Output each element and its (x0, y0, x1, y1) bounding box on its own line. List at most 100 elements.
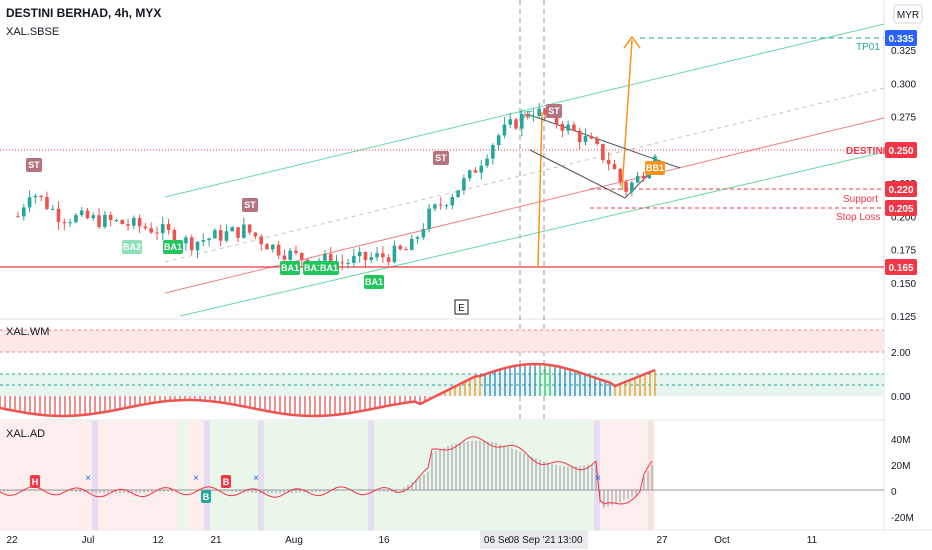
candle-body (357, 252, 362, 257)
candle-body (213, 230, 217, 239)
ba1-signal[interactable]: BA1 (164, 242, 182, 252)
wm-tick: 2.00 (891, 348, 911, 359)
ba1-signal[interactable]: BA1 (320, 263, 338, 273)
ad-tick: 20M (891, 461, 910, 472)
time-tick: 12 (152, 535, 164, 546)
candle-body (386, 257, 391, 263)
st-signal[interactable]: ST (548, 106, 560, 116)
b-signal[interactable]: B (223, 477, 230, 487)
projection-line-1 (537, 111, 543, 268)
candle-body (491, 145, 495, 159)
candle-body (172, 229, 177, 244)
st-signal-bg[interactable] (546, 104, 562, 118)
wm-line (0, 362, 656, 418)
candle-body (583, 136, 588, 142)
ba1-signal[interactable]: BA1 (304, 263, 322, 273)
candle-body (635, 175, 640, 183)
candle-body (21, 207, 26, 217)
candle-body (282, 255, 287, 260)
candle-body (462, 178, 466, 191)
h-signal-bg[interactable] (30, 475, 40, 488)
st-signal[interactable]: ST (435, 153, 447, 163)
ad-zone-purple-3 (258, 421, 264, 530)
ad-axis[interactable]: 40M 20M 0 -20M (891, 435, 914, 524)
ad-zone-purple-1 (92, 421, 98, 530)
currency-button[interactable] (893, 4, 923, 24)
st-signal[interactable]: ST (28, 160, 40, 170)
candle-body (606, 160, 611, 165)
candle-body (323, 254, 327, 261)
candle-body (16, 216, 20, 218)
price-tag: 0.335 (888, 34, 913, 45)
bb1-signal[interactable]: BB1 (646, 163, 664, 173)
b-signal-bg[interactable] (221, 475, 231, 488)
ba1-signal[interactable]: BA1 (365, 277, 383, 287)
candle-body (589, 136, 594, 139)
candle-body (433, 204, 437, 209)
candle-body (363, 252, 368, 260)
ad-zone-green-2 (210, 421, 260, 530)
candle-body (496, 135, 501, 146)
time-tick: Oct (714, 535, 730, 546)
st-signal-bg[interactable] (242, 198, 258, 212)
ba1-signal-bg[interactable] (303, 261, 323, 275)
candle-body (514, 119, 518, 129)
time-tick: 21 (210, 535, 222, 546)
candle-body (126, 224, 130, 226)
candle-body (543, 108, 547, 115)
price-tick: 0.325 (891, 46, 916, 57)
candle-body (404, 249, 408, 251)
wm-pane-label: XAL.WM (6, 326, 49, 338)
ad-zone-red-4 (600, 421, 648, 530)
ad-line (0, 436, 653, 505)
ad-zone-orange (648, 421, 654, 530)
b-signal-bg[interactable] (201, 490, 211, 503)
candle-body (201, 240, 206, 242)
candle-body (508, 119, 513, 125)
price-tick: 0.275 (891, 113, 916, 124)
candle-body (276, 244, 281, 256)
price-tick: 0.175 (891, 246, 916, 257)
symbol-label: DESTINI (846, 146, 886, 157)
ba1-signal-bg[interactable] (163, 240, 183, 254)
ba1-signal-bg[interactable] (280, 261, 300, 275)
price-tick: 0.125 (891, 312, 916, 323)
ba2-signal-bg[interactable] (122, 240, 142, 254)
wm-axis[interactable]: 2.00 0.00 (891, 348, 911, 403)
candle-body (537, 108, 541, 116)
ba2-signal[interactable]: BA2 (123, 242, 141, 252)
st-signal-bg[interactable] (26, 158, 42, 172)
candle-body (450, 197, 455, 206)
candle-body (601, 143, 605, 161)
candle-body (132, 218, 136, 226)
wm-lower-zone (0, 374, 884, 396)
wm-upper-zone (0, 330, 884, 352)
ad-markers: H B B × × × × (30, 473, 601, 503)
candle-body (160, 224, 165, 234)
ba1-signal-bg[interactable] (364, 275, 384, 289)
st-signal-bg[interactable] (433, 151, 449, 165)
earnings-marker[interactable] (454, 299, 469, 315)
candle-body (479, 165, 484, 173)
ad-tick: 0 (891, 487, 897, 498)
candle-body (375, 253, 379, 258)
b-signal[interactable]: B (203, 492, 210, 502)
candle-body (166, 224, 171, 230)
candle-body (184, 237, 188, 244)
candle-body (218, 230, 223, 241)
candle-body (392, 245, 397, 263)
price-tag: 0.250 (888, 146, 913, 157)
indicator-label: XAL.SBSE (6, 26, 59, 38)
time-tick: 13:00 (557, 535, 582, 546)
candle-body (271, 244, 275, 250)
ba1-signal[interactable]: BA1 (281, 263, 299, 273)
bb1-signal-bg[interactable] (645, 161, 665, 175)
x-marker: × (595, 473, 601, 484)
h-signal[interactable]: H (32, 477, 39, 487)
st-signal[interactable]: ST (244, 200, 256, 210)
channel-mid-dashed (164, 87, 885, 263)
ba1-signal-bg[interactable] (319, 261, 339, 275)
candle-body (520, 114, 524, 129)
